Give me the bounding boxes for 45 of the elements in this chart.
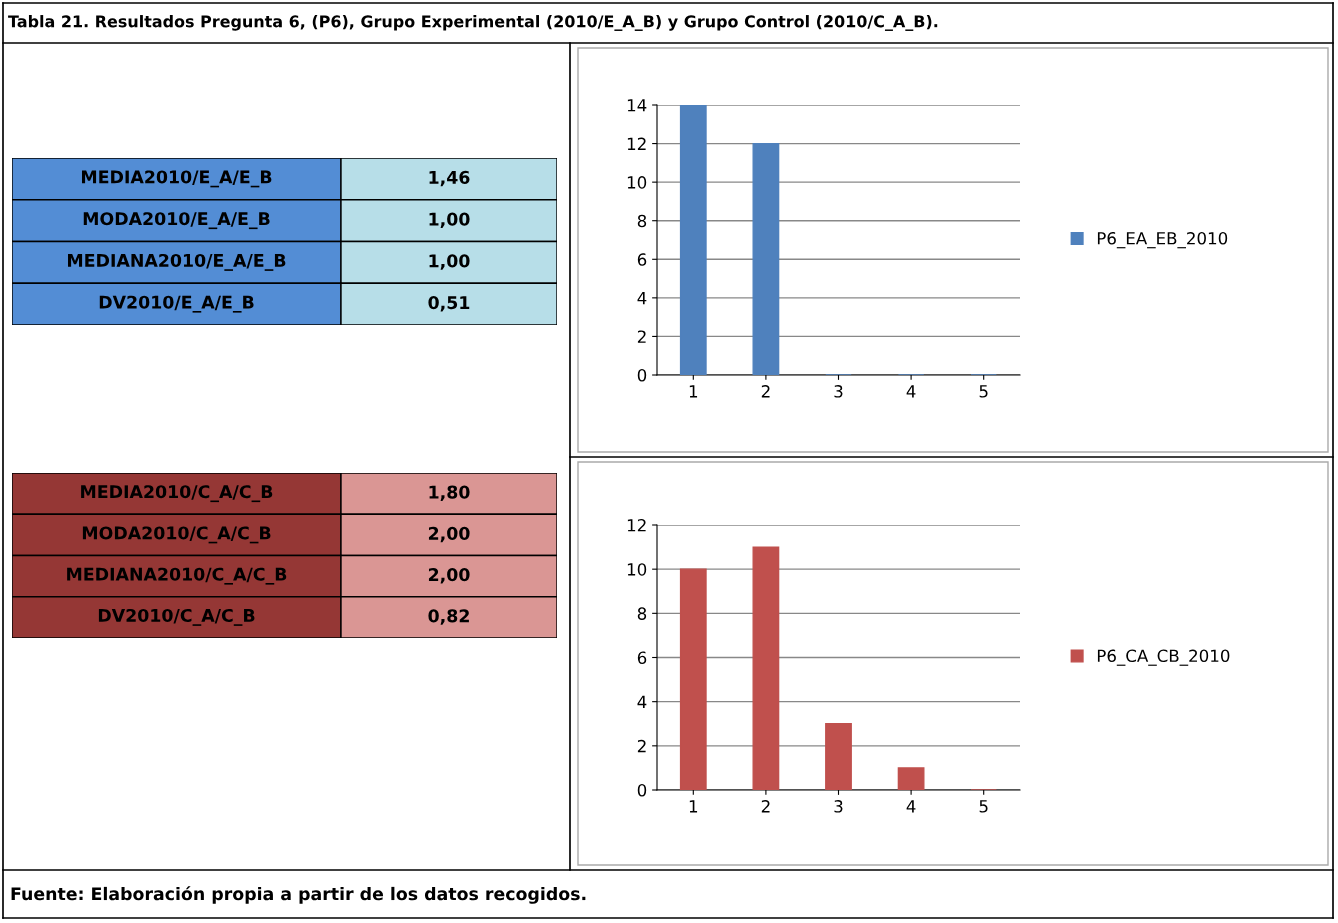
x-tick-label: 5: [979, 385, 988, 398]
y-tick-label: 8: [637, 607, 647, 620]
x-tick-label: 4: [906, 385, 916, 398]
y-tick-label: 10: [627, 563, 647, 576]
y-tick-label: 12: [627, 518, 646, 532]
text: DV2010/E_A/E_B: [99, 295, 254, 313]
text: MODA2010/E_A/E_B: [83, 212, 270, 230]
legend-label: P6_EA_EB_2010: [1097, 232, 1228, 249]
y-tick-label: 12: [627, 137, 646, 150]
text: MODA2010/C_A/C_B: [82, 526, 271, 544]
text: MEDIANA2010/E_A/E_B: [68, 253, 286, 271]
y-tick-label: 4: [637, 292, 647, 305]
text: MEDIA2010/E_A/E_B: [82, 170, 272, 188]
text: 0,82: [428, 609, 469, 625]
text: Tabla 21. Resultados Pregunta 6, (P6), Grupo Experimental (2010/E_A_B) y Grupo Control (2010/C_A_B).: [8, 15, 938, 31]
text: DV2010/C_A/C_B: [98, 608, 255, 626]
y-tick-label: 10: [627, 176, 647, 189]
source-note: Fuente: Elaboración propia a partir de los datos recogidos.: [11, 886, 586, 904]
y-tick-label: 14: [627, 99, 647, 112]
text: 1,00: [429, 212, 470, 228]
y-tick-label: 0: [637, 783, 647, 797]
y-tick-label: 0: [637, 368, 647, 382]
x-tick-label: 1: [689, 800, 698, 813]
text: 1,80: [429, 485, 470, 501]
y-tick-label: 4: [637, 695, 647, 708]
x-tick-label: 2: [761, 385, 770, 398]
x-tick-label: 5: [979, 800, 988, 813]
x-tick-label: 1: [689, 385, 698, 398]
text: MEDIANA2010/C_A/C_B: [67, 567, 287, 585]
text: 0,51: [428, 296, 470, 312]
x-tick-label: 3: [834, 800, 843, 813]
y-tick-label: 2: [637, 739, 646, 753]
text: 2,00: [428, 526, 470, 543]
text: MEDIA2010/C_A/C_B: [81, 485, 273, 503]
x-tick-label: 2: [761, 800, 770, 813]
text: 1,46: [429, 170, 470, 187]
y-tick-label: 8: [637, 214, 647, 228]
legend-label: P6_CA_CB_2010: [1097, 649, 1230, 666]
y-tick-label: 6: [637, 253, 647, 266]
text: 2,00: [428, 568, 470, 584]
x-tick-label: 4: [906, 800, 916, 813]
x-tick-label: 3: [834, 385, 843, 398]
y-tick-label: 6: [637, 651, 647, 665]
y-tick-label: 2: [637, 330, 646, 343]
text: 1,00: [429, 254, 470, 270]
